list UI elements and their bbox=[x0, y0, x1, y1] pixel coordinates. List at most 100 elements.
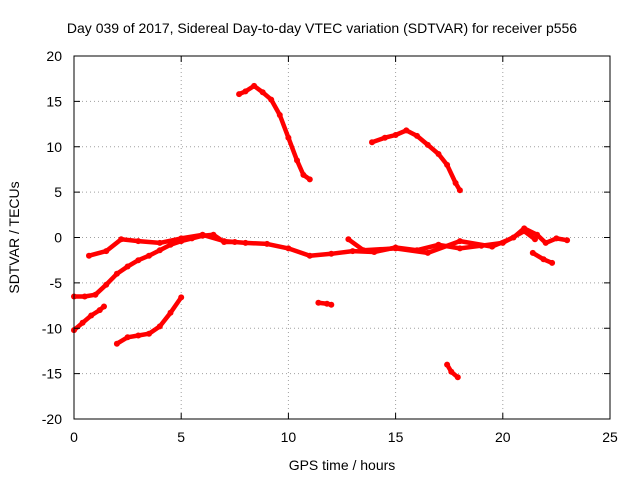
data-point bbox=[242, 88, 249, 95]
data-point bbox=[424, 141, 431, 148]
data-point bbox=[242, 239, 249, 246]
data-point bbox=[124, 334, 131, 341]
data-point bbox=[124, 263, 131, 270]
data-point bbox=[392, 132, 399, 138]
data-point bbox=[156, 239, 163, 246]
axis-ticks bbox=[73, 55, 611, 420]
y-tick-label: 10 bbox=[46, 139, 62, 155]
data-point bbox=[553, 235, 560, 242]
data-point bbox=[349, 248, 356, 255]
data-point bbox=[489, 243, 496, 250]
y-axis-label: SDTVAR / TECUs bbox=[6, 181, 22, 293]
data-point bbox=[167, 309, 174, 316]
data-point bbox=[300, 171, 307, 178]
data-point bbox=[294, 157, 300, 164]
data-point bbox=[101, 303, 107, 310]
y-tick-label: -5 bbox=[50, 275, 63, 291]
data-point bbox=[118, 236, 125, 243]
data-point bbox=[285, 245, 292, 252]
y-tick-label: 0 bbox=[54, 230, 62, 246]
data-point bbox=[156, 323, 163, 330]
data-point bbox=[392, 245, 399, 252]
series-line-arc-peak-eight-hours bbox=[236, 83, 313, 182]
x-tick-label: 5 bbox=[177, 429, 185, 445]
data-point bbox=[444, 361, 451, 368]
x-axis-label: GPS time / hours bbox=[289, 457, 396, 473]
data-point bbox=[276, 112, 283, 118]
data-point bbox=[199, 231, 206, 238]
x-tick-label: 10 bbox=[281, 429, 297, 445]
data-point bbox=[549, 259, 556, 266]
data-point bbox=[369, 139, 375, 146]
data-point bbox=[435, 151, 442, 157]
data-point bbox=[381, 134, 388, 141]
data-point bbox=[510, 234, 517, 241]
data-point bbox=[146, 330, 152, 337]
data-point bbox=[264, 240, 270, 247]
data-point bbox=[79, 319, 86, 326]
data-point bbox=[178, 235, 185, 242]
data-point bbox=[113, 270, 120, 277]
data-point bbox=[103, 248, 110, 255]
data-point bbox=[92, 291, 99, 298]
data-point bbox=[532, 236, 538, 243]
data-point bbox=[456, 238, 463, 245]
data-point bbox=[521, 225, 528, 232]
y-tick-label: 5 bbox=[54, 184, 62, 200]
tick-labels: 0 5 10 15 20 25 -20 -15 -10 -5 0 5 10 15 20 bbox=[42, 48, 618, 445]
data-point bbox=[81, 293, 88, 300]
data-point bbox=[86, 252, 92, 259]
data-point bbox=[285, 134, 292, 141]
x-tick-label: 15 bbox=[388, 429, 404, 445]
data-point bbox=[328, 301, 335, 308]
data-point bbox=[113, 340, 120, 347]
data-point bbox=[456, 187, 463, 194]
data-point bbox=[454, 374, 461, 381]
y-tick-label: 15 bbox=[46, 93, 62, 109]
data-point bbox=[156, 247, 163, 254]
data-point bbox=[534, 231, 541, 238]
data-point bbox=[345, 236, 352, 243]
grid-lines bbox=[74, 56, 610, 419]
data-point bbox=[268, 96, 275, 103]
data-point bbox=[360, 247, 367, 254]
data-point bbox=[414, 132, 420, 139]
data-point bbox=[96, 307, 103, 314]
data-point bbox=[236, 91, 243, 98]
data-point bbox=[403, 127, 410, 134]
data-point bbox=[251, 82, 258, 89]
data-series bbox=[71, 82, 571, 381]
data-point bbox=[424, 249, 431, 256]
data-point bbox=[135, 332, 142, 339]
data-point bbox=[306, 176, 313, 183]
y-tick-label: -20 bbox=[42, 411, 62, 427]
series-line-arc-peak-fifteen-hours bbox=[369, 128, 463, 193]
data-point bbox=[564, 237, 571, 244]
data-point bbox=[542, 239, 549, 246]
data-point bbox=[103, 281, 110, 288]
data-point bbox=[135, 238, 142, 245]
data-point bbox=[221, 238, 228, 245]
data-point bbox=[306, 252, 313, 259]
y-tick-label: -15 bbox=[42, 366, 62, 382]
data-point bbox=[135, 257, 142, 264]
x-tick-label: 25 bbox=[602, 429, 618, 445]
data-point bbox=[328, 250, 335, 257]
data-point bbox=[146, 252, 152, 259]
data-point bbox=[456, 245, 463, 252]
chart-title: Day 039 of 2017, Sidereal Day-to-day VTE… bbox=[67, 20, 577, 36]
y-tick-label: 20 bbox=[46, 48, 62, 64]
data-point bbox=[178, 294, 185, 301]
x-tick-label: 0 bbox=[70, 429, 78, 445]
y-tick-label: -10 bbox=[42, 320, 62, 336]
x-tick-label: 20 bbox=[495, 429, 511, 445]
data-point bbox=[452, 180, 459, 186]
data-point bbox=[259, 89, 266, 96]
data-point bbox=[448, 368, 455, 375]
data-point bbox=[315, 299, 322, 306]
data-point bbox=[167, 241, 174, 248]
data-point bbox=[529, 249, 536, 256]
data-point bbox=[88, 312, 95, 319]
